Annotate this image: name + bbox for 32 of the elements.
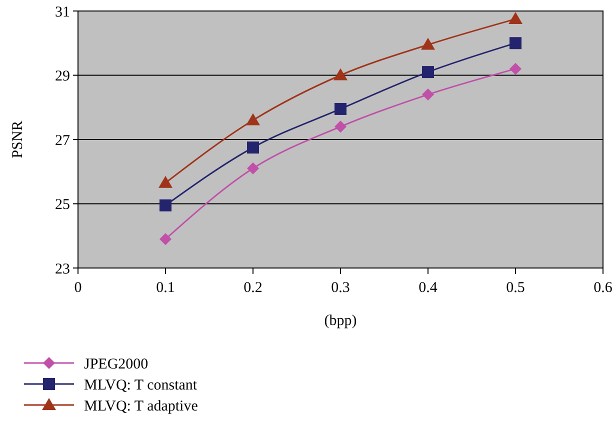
legend-label: MLVQ: T adaptive xyxy=(84,398,198,414)
x-tick-label: 0.1 xyxy=(156,280,175,296)
x-tick-label: 0.3 xyxy=(331,280,350,296)
y-tick-label: 29 xyxy=(55,68,70,84)
point xyxy=(334,68,348,80)
x-tick-label: 0.2 xyxy=(244,280,262,296)
point xyxy=(160,233,172,246)
point xyxy=(508,12,522,24)
point xyxy=(158,176,172,188)
point xyxy=(421,38,435,50)
point xyxy=(246,113,260,126)
x-tick-label: 0.5 xyxy=(506,280,525,296)
x-axis-title: (bpp) xyxy=(324,313,357,329)
x-tick-label: 0.6 xyxy=(594,280,613,296)
y-axis-title: PSNR xyxy=(10,120,26,158)
point xyxy=(160,199,172,212)
point xyxy=(247,162,259,174)
y-tick-label: 31 xyxy=(55,4,70,20)
x-tick-label: 0 xyxy=(74,280,82,296)
point xyxy=(510,62,522,75)
point xyxy=(422,66,434,78)
y-tick-label: 27 xyxy=(55,132,70,149)
legend-label: MLVQ: T constant xyxy=(84,377,198,394)
point xyxy=(422,88,434,101)
point xyxy=(334,120,346,133)
y-tick-label: 25 xyxy=(55,197,70,213)
y-tick-label: 23 xyxy=(55,261,70,278)
point xyxy=(334,102,346,115)
x-tick-label: 0.4 xyxy=(418,280,438,296)
legend-label: JPEG2000 xyxy=(84,356,148,372)
point xyxy=(510,37,522,50)
point xyxy=(247,142,259,154)
